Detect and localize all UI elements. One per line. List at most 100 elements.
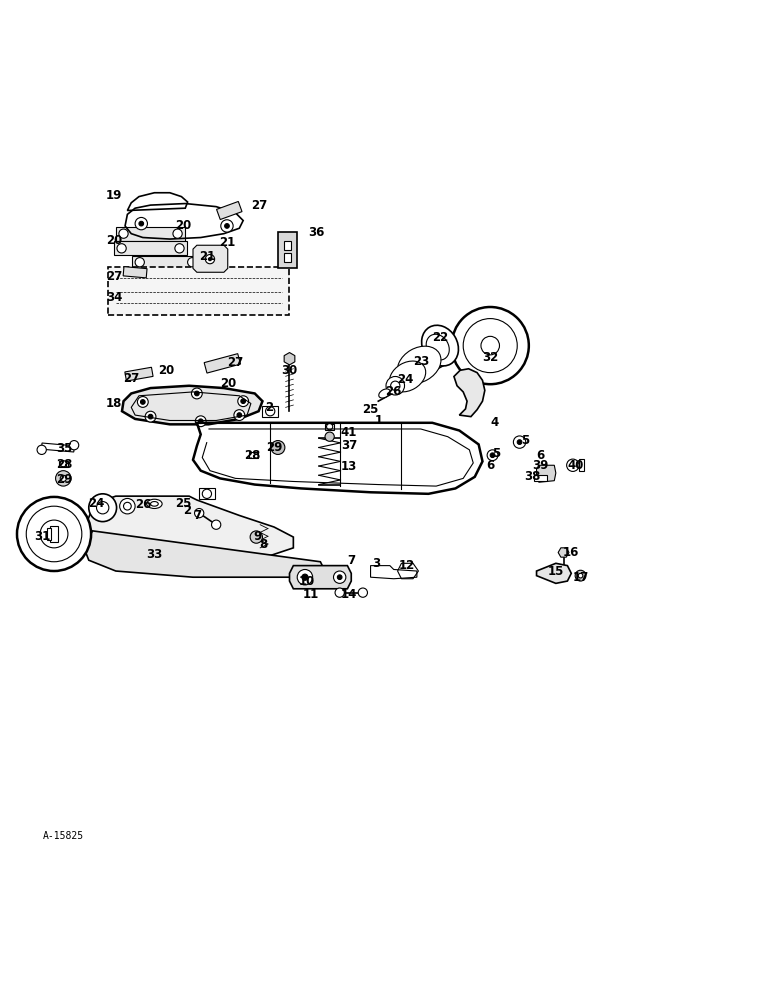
Text: 6: 6 [537, 449, 544, 462]
Polygon shape [278, 232, 297, 268]
Circle shape [334, 571, 346, 583]
Text: 11: 11 [303, 588, 320, 601]
Circle shape [191, 388, 202, 399]
Circle shape [327, 424, 333, 430]
Text: 24: 24 [88, 497, 105, 510]
Bar [284, 253, 292, 262]
Circle shape [517, 440, 522, 444]
Text: 7: 7 [347, 554, 355, 567]
Polygon shape [284, 353, 295, 365]
Polygon shape [217, 201, 242, 220]
Text: 23: 23 [413, 355, 430, 368]
Text: 26: 26 [134, 498, 151, 511]
Circle shape [358, 588, 367, 597]
Text: 25: 25 [174, 497, 191, 510]
Circle shape [96, 502, 109, 514]
Text: 37: 37 [340, 439, 357, 452]
Text: 20: 20 [220, 377, 237, 390]
Text: 27: 27 [106, 270, 123, 283]
Circle shape [60, 461, 66, 467]
Circle shape [463, 319, 517, 373]
Circle shape [198, 419, 203, 424]
Ellipse shape [379, 389, 390, 398]
Bar [108, 267, 290, 315]
Bar [534, 475, 547, 481]
Polygon shape [537, 465, 556, 482]
Text: 21: 21 [198, 250, 215, 263]
Text: 24: 24 [397, 373, 414, 386]
Text: 29: 29 [56, 473, 73, 486]
Circle shape [221, 220, 233, 232]
Circle shape [17, 497, 91, 571]
Circle shape [174, 244, 184, 253]
Circle shape [490, 453, 495, 458]
Circle shape [195, 508, 204, 518]
Circle shape [56, 471, 71, 486]
Text: 13: 13 [340, 460, 357, 473]
Circle shape [195, 416, 206, 427]
Text: A-15825: A-15825 [42, 831, 83, 841]
Text: 29: 29 [266, 441, 283, 454]
Circle shape [386, 376, 405, 395]
Text: 21: 21 [219, 236, 236, 249]
Text: 33: 33 [146, 548, 163, 561]
Circle shape [37, 445, 46, 454]
Circle shape [135, 258, 144, 267]
Bar [325, 424, 334, 430]
Bar [199, 488, 215, 499]
Ellipse shape [426, 334, 449, 360]
Ellipse shape [390, 361, 425, 392]
Text: 28: 28 [56, 458, 73, 471]
Text: 12: 12 [398, 559, 415, 572]
Polygon shape [193, 245, 228, 272]
Circle shape [241, 399, 245, 404]
Polygon shape [83, 496, 293, 566]
Text: 41: 41 [340, 426, 357, 439]
Circle shape [238, 396, 249, 407]
Text: 3: 3 [372, 557, 380, 570]
Circle shape [225, 224, 229, 228]
Circle shape [567, 459, 579, 471]
Circle shape [578, 573, 583, 578]
Text: 10: 10 [298, 575, 315, 588]
Polygon shape [116, 227, 185, 241]
Text: 2: 2 [183, 504, 191, 517]
Circle shape [119, 229, 128, 238]
Circle shape [188, 258, 197, 267]
Text: 19: 19 [106, 189, 123, 202]
Text: 5: 5 [521, 434, 529, 447]
Text: 40: 40 [567, 459, 584, 472]
Bar [47, 528, 51, 540]
Text: 27: 27 [123, 372, 140, 385]
Circle shape [145, 411, 156, 422]
Ellipse shape [151, 502, 158, 506]
Circle shape [173, 229, 182, 238]
Polygon shape [122, 386, 262, 424]
Text: 8: 8 [259, 538, 267, 551]
Circle shape [195, 391, 199, 396]
Circle shape [391, 381, 400, 390]
Text: 7: 7 [193, 509, 201, 522]
Polygon shape [558, 548, 569, 557]
Ellipse shape [398, 346, 441, 384]
Text: 35: 35 [56, 442, 73, 455]
Bar [42, 443, 74, 452]
Polygon shape [454, 369, 485, 417]
Polygon shape [114, 241, 187, 255]
Text: 25: 25 [362, 403, 379, 416]
Text: 1: 1 [374, 414, 382, 427]
Bar [262, 406, 278, 417]
Circle shape [89, 494, 117, 522]
Text: 6: 6 [486, 459, 494, 472]
Text: 38: 38 [524, 470, 541, 483]
Text: 20: 20 [106, 234, 123, 247]
Bar [249, 452, 258, 458]
Text: 36: 36 [308, 226, 325, 239]
Polygon shape [125, 367, 153, 381]
Circle shape [117, 244, 127, 253]
Bar [284, 241, 292, 250]
Text: 9: 9 [253, 530, 261, 543]
Polygon shape [132, 256, 200, 268]
Text: 39: 39 [532, 459, 549, 472]
Circle shape [60, 475, 66, 481]
